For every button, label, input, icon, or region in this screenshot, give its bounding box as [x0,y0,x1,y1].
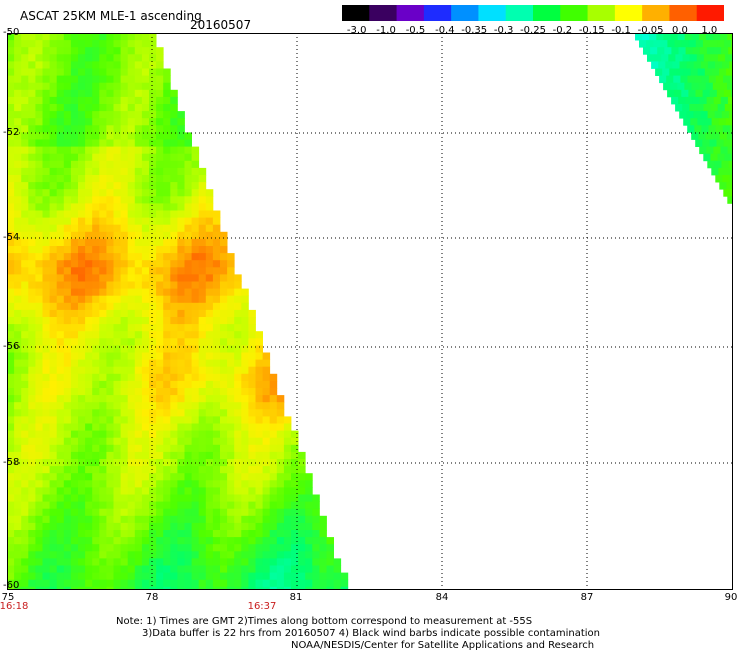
colorbar [342,5,724,21]
product-date: 20160507 [190,18,251,32]
colorbar-segment [533,5,561,21]
colorbar-segment [451,5,479,21]
colorbar-segment [369,5,397,21]
colorbar-segment [397,5,425,21]
lat-label-50: -50 [3,27,19,38]
colorbar-segment [342,5,370,21]
lat-label-52: -52 [3,127,19,138]
lat-label-54: -54 [3,232,19,243]
lon-label-81: 81 [290,592,303,603]
footnote-line-1: Note: 1) Times are GMT 2)Times along bot… [116,616,532,627]
colorbar-segment [669,5,697,21]
colorbar-segment [588,5,616,21]
lon-label-87: 87 [581,592,594,603]
colorbar-segment [424,5,452,21]
swath-right [635,33,733,204]
product-title: ASCAT 25KM MLE-1 ascending [20,9,202,23]
lat-label-58: -58 [3,457,19,468]
time-label-end: 16:37 [248,601,277,612]
lon-label-78: 78 [146,592,159,603]
swath-map [7,33,733,590]
colorbar-segment [560,5,588,21]
colorbar-segment [697,5,724,21]
lat-label-56: -56 [3,341,19,352]
time-label-start: 16:18 [0,601,28,612]
footnote-line-2: 3)Data buffer is 22 hrs from 20160507 4)… [142,628,600,639]
colorbar-segment [642,5,670,21]
footnote-line-3: NOAA/NESDIS/Center for Satellite Applica… [291,640,594,651]
colorbar-segment [615,5,643,21]
lon-label-90: 90 [725,592,738,603]
swath-left [7,33,348,590]
lat-label-60: -60 [3,580,19,591]
lon-label-84: 84 [436,592,449,603]
colorbar-segment [478,5,506,21]
colorbar-segment [506,5,534,21]
